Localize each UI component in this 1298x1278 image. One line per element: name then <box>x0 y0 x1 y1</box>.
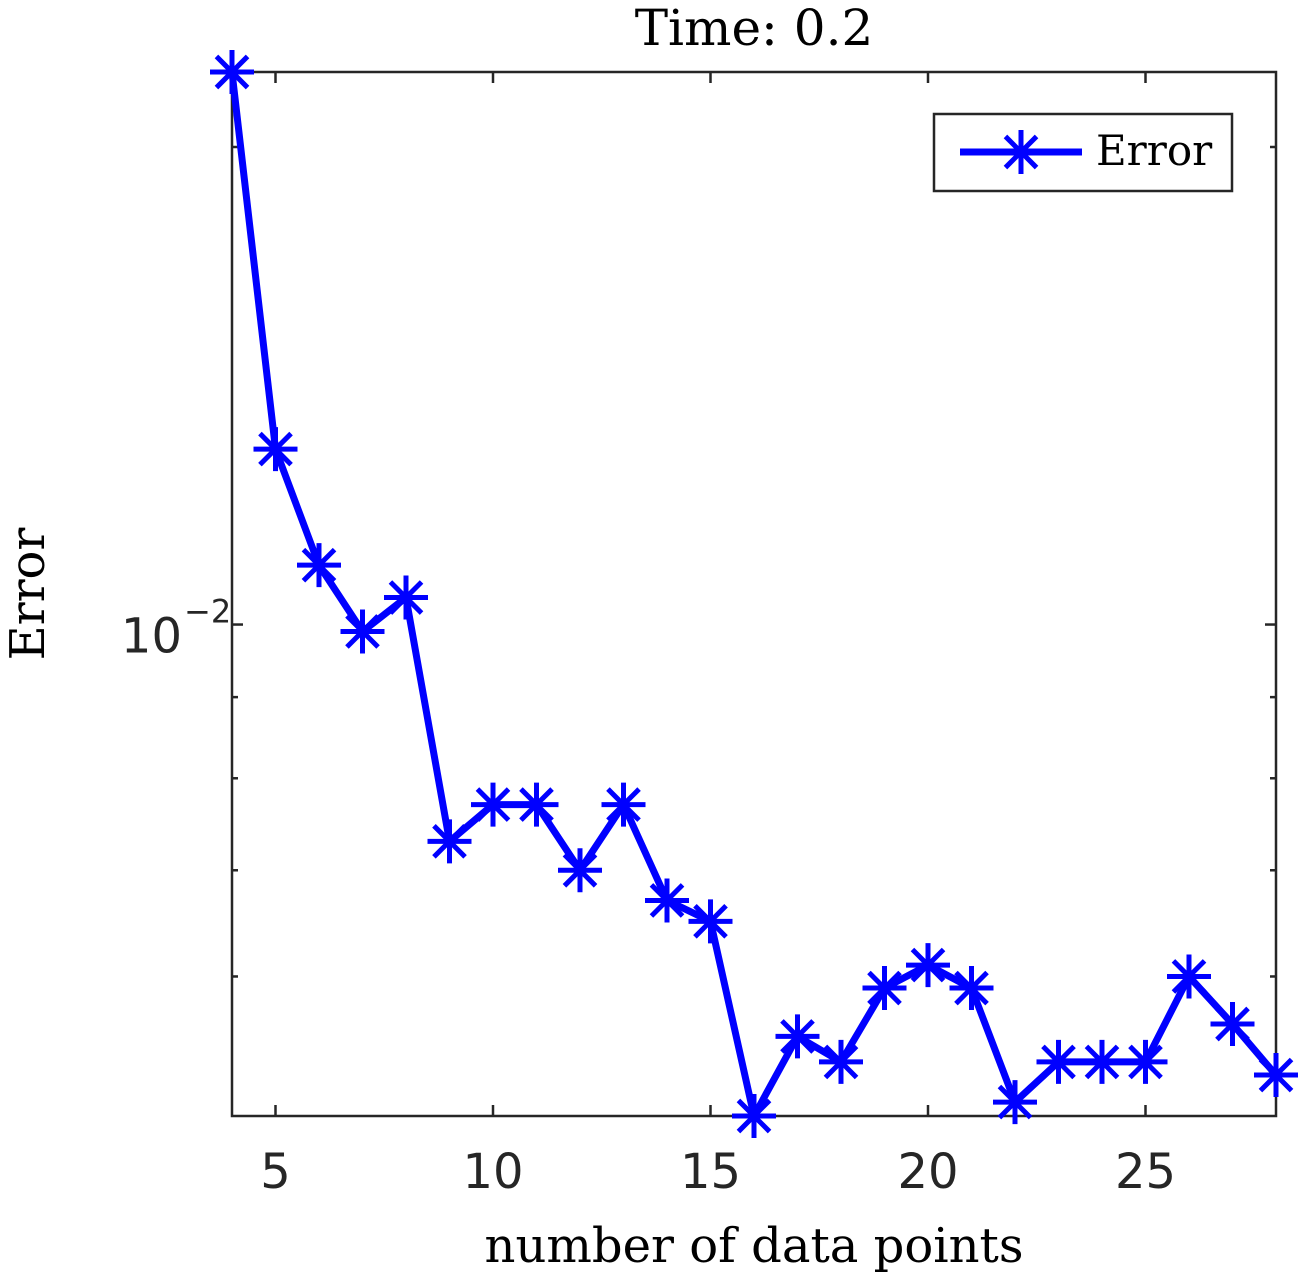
legend-marker <box>999 130 1043 174</box>
y-axis-label: Error <box>0 528 56 661</box>
y-tick-label-exponent: −2 <box>184 593 231 631</box>
series-layer <box>210 50 1298 1138</box>
x-tick-label: 10 <box>462 1144 523 1200</box>
data-point <box>645 878 689 923</box>
y-tick-label: 10 <box>121 609 182 665</box>
y-tick-labels: 10 −2 <box>121 593 231 665</box>
axes-box <box>230 70 1278 1118</box>
x-tick-label: 5 <box>260 1144 291 1200</box>
data-point <box>862 966 907 1011</box>
data-point <box>471 782 515 827</box>
data-point <box>819 1039 863 1084</box>
data-point <box>253 427 298 472</box>
data-point <box>993 1080 1037 1125</box>
x-tick-labels: 5 10 15 20 25 <box>260 1144 1176 1200</box>
x-tick-label: 15 <box>680 1144 741 1200</box>
axis-ticks <box>232 72 1276 1116</box>
x-axis-label: number of data points <box>485 1218 1024 1274</box>
plot-area <box>210 50 1298 1138</box>
data-point <box>427 819 472 864</box>
x-tick-label: 25 <box>1115 1144 1176 1200</box>
data-point <box>949 966 994 1011</box>
data-point <box>906 943 950 988</box>
data-point <box>297 543 341 588</box>
data-point <box>210 50 254 94</box>
data-point <box>1254 1053 1298 1098</box>
data-point <box>688 899 733 944</box>
data-point <box>514 782 559 827</box>
data-point <box>1210 1002 1255 1047</box>
data-point <box>1036 1039 1081 1084</box>
data-point <box>1123 1039 1168 1084</box>
data-point <box>732 1094 776 1138</box>
chart-title: Time: 0.2 <box>635 0 874 57</box>
data-point <box>775 1014 820 1059</box>
x-tick-label: 20 <box>897 1144 958 1200</box>
legend: Error <box>932 112 1234 193</box>
data-point <box>1167 954 1211 999</box>
data-point <box>340 609 385 654</box>
data-point <box>558 848 602 893</box>
legend-label: Error <box>1096 126 1213 175</box>
data-point <box>601 782 646 827</box>
legend-marker-asterisk <box>999 130 1043 174</box>
data-point <box>1080 1039 1124 1084</box>
data-point <box>384 575 428 620</box>
